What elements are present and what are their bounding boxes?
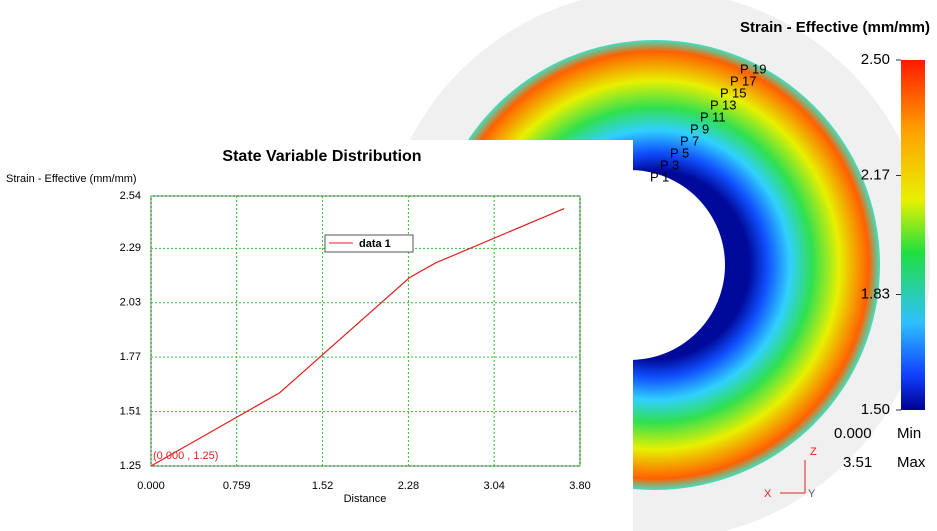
min-value: 0.000 [834,425,872,442]
x-tick-label: 3.80 [569,480,590,492]
min-label: Min [897,425,921,442]
contour-legend: Strain - Effective (mm/mm) 0.000 Min 3.5… [740,19,930,471]
colorbar-tick-label: 1.83 [861,285,890,302]
chart: State Variable Distribution Strain - Eff… [6,148,591,505]
x-tick-label: 0.000 [137,480,165,492]
chart-panel [0,140,633,531]
point-label: P 1 [650,169,669,184]
colorbar [901,60,925,410]
point-label: P 5 [670,145,689,160]
annotation: (0.000 , 1.25) [153,450,218,462]
x-axis-label: Distance [344,493,387,505]
contour-legend-title: Strain - Effective (mm/mm) [740,19,930,36]
axes-triad: Z X Y [764,446,817,500]
x-tick-label: 0.759 [223,480,251,492]
max-value: 3.51 [843,454,872,471]
y-tick-label: 1.25 [120,460,141,472]
x-tick-label: 2.28 [398,480,419,492]
y-tick-label: 1.51 [120,405,141,417]
point-label: P 17 [730,73,757,88]
legend-label: data 1 [359,238,391,250]
point-label: P 19 [740,61,767,76]
y-tick-label: 2.29 [120,242,141,254]
data-line [150,208,565,467]
plot-frame [150,195,581,467]
triad-label: Z [810,446,817,458]
triad-label: X [764,488,772,500]
point-label: P 11 [700,109,726,124]
x-tick-label: 1.52 [312,480,333,492]
max-label: Max [897,454,926,471]
colorbar-tick-label: 2.17 [861,166,890,183]
point-label: P 3 [660,157,679,172]
point-label: P 9 [690,121,709,136]
colorbar-tick-label: 1.50 [861,401,890,418]
colorbar-tick-label: 2.50 [861,51,890,68]
triad-label: Y [808,488,816,500]
y-tick-label: 2.54 [120,190,141,202]
y-tick-label: 2.03 [120,297,141,309]
point-label: P 13 [710,97,737,112]
y-tick-label: 1.77 [120,351,141,363]
point-label: P 7 [680,133,699,148]
x-tick-label: 3.04 [483,480,504,492]
legend-box [324,234,414,253]
y-axis-label: Strain - Effective (mm/mm) [6,173,137,185]
chart-title: State Variable Distribution [222,148,421,165]
point-label: P 15 [720,85,747,100]
